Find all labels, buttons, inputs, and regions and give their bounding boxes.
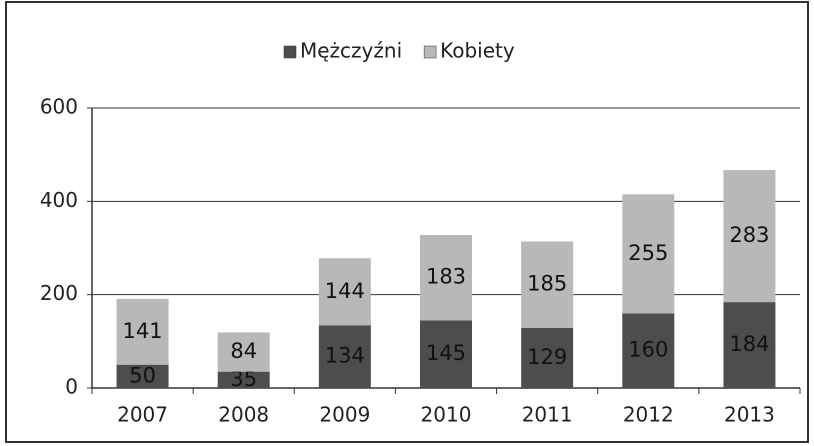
y-tick-label: 200 — [40, 281, 78, 305]
value-label: 145 — [426, 341, 466, 365]
x-tick-label: 2012 — [623, 403, 674, 427]
value-label: 255 — [628, 241, 668, 265]
value-label: 134 — [325, 344, 365, 368]
x-tick-label: 2009 — [319, 403, 370, 427]
legend-label: Mężczyźni — [300, 39, 402, 63]
value-label: 183 — [426, 265, 466, 289]
value-label: 160 — [628, 338, 668, 362]
value-label: 185 — [527, 272, 567, 296]
bar-segment — [116, 364, 169, 388]
bar-segment — [318, 258, 371, 326]
bar-segment — [420, 234, 472, 321]
legend-label: Kobiety — [440, 39, 515, 63]
value-label: 141 — [123, 319, 163, 343]
bar-segment — [217, 371, 270, 388]
bar-segment — [521, 241, 574, 328]
bar-segment — [723, 170, 776, 303]
x-tick-label: 2011 — [522, 403, 573, 427]
bar-segment — [318, 325, 371, 388]
x-tick-label: 2010 — [421, 403, 472, 427]
value-label: 283 — [729, 223, 769, 247]
y-tick-label: 0 — [65, 375, 78, 399]
x-tick-label: 2008 — [218, 403, 269, 427]
y-tick-label: 600 — [40, 95, 78, 119]
bar-segment — [116, 298, 169, 365]
legend-swatch — [423, 45, 437, 59]
value-label: 129 — [527, 345, 567, 369]
legend-swatch — [283, 45, 297, 59]
bar-segment — [622, 194, 675, 314]
x-tick-label: 2013 — [724, 403, 775, 427]
value-label: 50 — [129, 363, 156, 387]
x-tick-label: 2007 — [117, 403, 168, 427]
bar-segment — [723, 302, 776, 388]
value-label: 184 — [729, 332, 769, 356]
bar-segment — [521, 327, 574, 388]
value-label: 144 — [325, 279, 365, 303]
bar-segment — [622, 313, 675, 388]
bar-segment — [420, 320, 472, 388]
bar-segment — [217, 332, 270, 372]
value-label: 84 — [230, 339, 257, 363]
y-tick-label: 400 — [40, 188, 78, 212]
